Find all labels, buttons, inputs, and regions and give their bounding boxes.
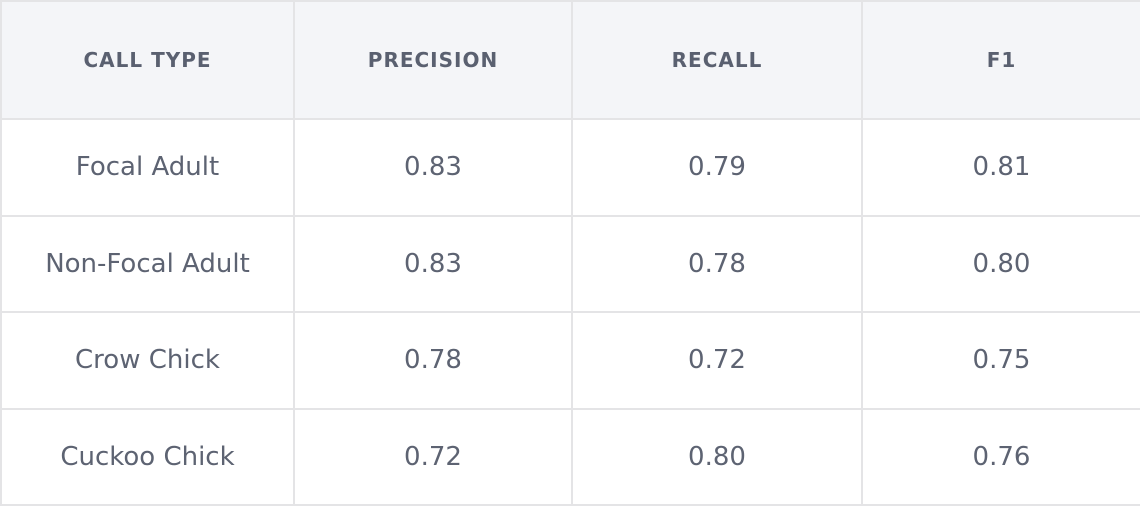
metric-cell: 0.72 bbox=[293, 407, 573, 506]
metric-cell: 0.72 bbox=[571, 311, 863, 410]
table-row: Non-Focal Adult 0.83 0.78 0.80 bbox=[0, 214, 1140, 313]
metric-cell: 0.80 bbox=[571, 407, 863, 506]
metric-cell: 0.83 bbox=[293, 118, 573, 217]
metric-cell: 0.78 bbox=[293, 311, 573, 410]
table-header: CALL TYPE PRECISION RECALL F1 bbox=[0, 0, 1140, 120]
table-body: Focal Adult 0.83 0.79 0.81 Non-Focal Adult 0.… bbox=[0, 118, 1140, 506]
header-cell: PRECISION bbox=[293, 0, 573, 120]
metric-cell: 0.78 bbox=[571, 214, 863, 313]
table-row: Cuckoo Chick 0.72 0.80 0.76 bbox=[0, 407, 1140, 506]
call-type-cell: Focal Adult bbox=[0, 118, 295, 217]
header-cell: RECALL bbox=[571, 0, 863, 120]
table-row: Crow Chick 0.78 0.72 0.75 bbox=[0, 311, 1140, 410]
table-row: Focal Adult 0.83 0.79 0.81 bbox=[0, 118, 1140, 217]
metric-cell: 0.80 bbox=[861, 214, 1140, 313]
header-row: CALL TYPE PRECISION RECALL F1 bbox=[0, 0, 1140, 120]
metric-cell: 0.83 bbox=[293, 214, 573, 313]
header-cell: CALL TYPE bbox=[0, 0, 295, 120]
call-type-cell: Cuckoo Chick bbox=[0, 407, 295, 506]
header-cell: F1 bbox=[861, 0, 1140, 120]
metric-cell: 0.76 bbox=[861, 407, 1140, 506]
call-type-cell: Non-Focal Adult bbox=[0, 214, 295, 313]
metric-cell: 0.75 bbox=[861, 311, 1140, 410]
metric-cell: 0.79 bbox=[571, 118, 863, 217]
call-type-cell: Crow Chick bbox=[0, 311, 295, 410]
metric-cell: 0.81 bbox=[861, 118, 1140, 217]
